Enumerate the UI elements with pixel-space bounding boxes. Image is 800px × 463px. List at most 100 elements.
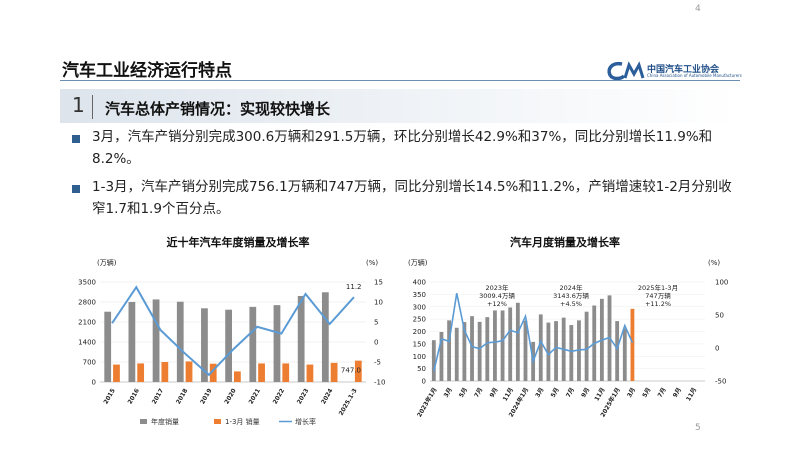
page-title: 汽车工业经济运行特点: [62, 61, 232, 81]
x-tick-label: 2025.1-3: [338, 388, 359, 417]
y-left-tick-label: 400: [413, 279, 426, 287]
y-right-tick-label: 5: [374, 319, 378, 327]
q1-sales-bar: [185, 361, 193, 382]
x-tick-label: 5月: [549, 386, 561, 399]
annotation-2023-year: 2023年: [485, 283, 509, 292]
y-left-tick-label: 200: [413, 328, 426, 336]
chart1-title: 近十年汽车年度销量及增长率: [167, 235, 310, 249]
monthly-sales-bar: [439, 331, 444, 381]
annotation-2024-total: 3143.6万辆: [553, 291, 589, 300]
monthly-sales-bar: [538, 314, 543, 381]
x-tick-label: 2015: [102, 388, 116, 406]
x-tick-label: 9月: [579, 386, 591, 399]
monthly-sales-bar: [569, 325, 574, 381]
x-tick-label: 7月: [564, 386, 576, 399]
q1-sales-bar: [234, 371, 241, 382]
chart1-right-unit: (%): [366, 259, 378, 267]
annual-sales-bar: [128, 302, 136, 382]
x-tick-label: 2022: [272, 388, 286, 406]
monthly-sales-bar: [515, 302, 520, 381]
q1-sales-bar: [282, 363, 290, 382]
monthly-sales-bar: [485, 317, 490, 381]
monthly-sales-bar: [630, 308, 635, 381]
y-left-tick-label: 1400: [78, 339, 96, 347]
caam-logo: 中国汽车工业协会 China Association of Automobile…: [606, 60, 742, 82]
y-left-tick-label: 50: [417, 365, 426, 373]
monthly-sales-bar: [546, 322, 551, 381]
monthly-sales-bar: [508, 307, 513, 381]
legend-swatch-annual: [140, 419, 147, 424]
x-tick-label: 2016: [127, 388, 141, 406]
annotation-2025-total: 747万辆: [645, 291, 671, 300]
legend-swatch-q1: [214, 419, 221, 424]
x-tick-label: 11月: [684, 386, 698, 402]
y-left-tick-label: 350: [413, 291, 426, 299]
x-tick-label: 9月: [671, 386, 683, 399]
x-tick-label: 2023年1月: [415, 386, 438, 418]
x-tick-label: 2020: [223, 388, 237, 406]
q1-sales-bar: [113, 364, 120, 382]
annual-sales-bar: [297, 296, 305, 382]
section-banner: [60, 89, 740, 123]
annual-sales-bar: [176, 301, 184, 382]
annual-sales-bar: [104, 311, 112, 382]
x-tick-label: 5月: [640, 386, 652, 399]
chart1-plot: 0 700 1400 2100 2800 3500 -10 -5 0 5 10 15 2015 2016 2…: [78, 279, 385, 417]
x-tick-label: 2024: [320, 388, 334, 406]
x-tick-label: 11月: [592, 386, 606, 402]
x-tick-label: 2023: [296, 388, 310, 406]
x-tick-label: 2021: [248, 388, 262, 406]
annual-sales-bar: [273, 305, 281, 382]
annotation-2025-growth: +11.2%: [645, 300, 671, 308]
monthly-sales-bar: [615, 321, 620, 381]
monthly-sales-bar: [584, 311, 589, 381]
monthly-sales-bar: [447, 320, 452, 381]
section-divider: [92, 95, 93, 119]
legend-growth-label: 增长率: [295, 417, 316, 426]
monthly-sales-bar: [462, 322, 467, 381]
q1-sales-bar: [137, 363, 145, 382]
x-tick-label: 7月: [472, 386, 484, 399]
monthly-sales-bar: [500, 310, 505, 381]
y-right-tick-label: -50: [715, 378, 726, 386]
annual-sales-bar: [321, 292, 329, 382]
section-title: 汽车总体产销情况：实现较快增长: [105, 100, 331, 118]
section-number: 1: [72, 93, 85, 117]
caam-logo-icon: [607, 61, 645, 81]
q1-sales-bar: [330, 362, 338, 382]
bullet-text: 1-3月，汽车产销分别完成756.1万辆和747万辆，同比分别增长14.5%和1…: [92, 179, 732, 217]
q1-last-label: 747.0: [341, 367, 361, 375]
monthly-sales-bar: [470, 316, 474, 381]
header-divider: [60, 80, 740, 81]
monthly-sales-bar: [431, 340, 436, 381]
y-left-tick-label: 0: [92, 379, 96, 387]
monthly-sales-bar: [523, 320, 528, 381]
annotation-2023-growth: +12%: [487, 300, 507, 308]
y-left-tick-label: 300: [413, 303, 426, 311]
annual-sales-bar: [201, 308, 208, 382]
bullet-marker: [72, 135, 80, 143]
chart1-left-unit: (万辆): [97, 258, 117, 267]
monthly-growth-line: [433, 293, 634, 372]
chart2-title: 汽车月度销量及增长率: [510, 235, 620, 249]
x-tick-label: 3月: [625, 386, 637, 399]
y-left-tick-label: 250: [413, 316, 426, 324]
q1-sales-bar: [209, 363, 217, 382]
monthly-sales-bar: [454, 327, 459, 381]
y-left-tick-label: 0: [422, 378, 426, 386]
y-right-tick-label: -10: [374, 379, 385, 387]
x-tick-label: 7月: [656, 386, 668, 399]
annotation-2023-total: 3009.4万辆: [479, 291, 515, 300]
page-number-bottom: 5: [695, 423, 701, 433]
y-left-tick-label: 3500: [78, 279, 96, 287]
y-left-tick-label: 2100: [78, 319, 96, 327]
legend-annual-label: 年度销量: [151, 417, 179, 426]
y-right-tick-label: 100: [715, 279, 728, 287]
y-right-tick-label: 0: [715, 345, 719, 353]
monthly-sales-bar: [493, 310, 497, 381]
annotation-2025-year: 2025年1-3月: [638, 283, 678, 292]
q1-sales-bar: [161, 362, 169, 382]
x-tick-label: 11月: [501, 386, 515, 402]
y-left-tick-label: 700: [83, 359, 96, 367]
